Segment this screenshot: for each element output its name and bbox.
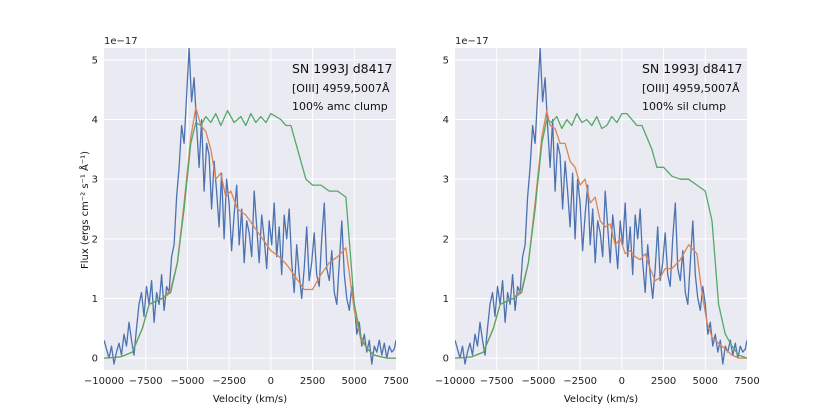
left-series — [104, 48, 396, 365]
right-annotation-line: [OIII] 4959,5007Å — [642, 82, 740, 95]
right-xtick-label: −2500 — [563, 376, 597, 387]
right-xtick-label: 0 — [619, 376, 625, 387]
left-scale-label: 1e−17 — [104, 36, 138, 47]
right-scale-label: 1e−17 — [455, 36, 489, 47]
right-xtick-label: −5000 — [522, 376, 556, 387]
right-xtick-label: 2500 — [651, 376, 676, 387]
left-xtick-label: 0 — [268, 376, 274, 387]
right-panel: −10000 −7500 −5000 −2500 0 2500 5000 7500 0 1 2 3 4 5… — [435, 36, 760, 405]
left-xtick-label: −7500 — [129, 376, 163, 387]
right-ytick-label: 5 — [443, 55, 449, 66]
right-annotation-clump: 100% sil clump — [642, 100, 726, 113]
right-ytick-label: 3 — [443, 175, 449, 186]
left-annotation-clump: 100% amc clump — [292, 100, 388, 113]
left-panel: −10000 −7500 −5000 −2500 0 2500 5000 7500 0 1 2 3 4 5… — [78, 36, 409, 405]
left-ylabel: Flux (ergs cm⁻² s⁻¹ Å⁻¹) — [78, 151, 91, 269]
left-xtick-label: −10000 — [84, 376, 124, 387]
right-xlabel: Velocity (km/s) — [564, 394, 638, 405]
left-annotation-line: [OIII] 4959,5007Å — [292, 82, 390, 95]
left-series-observed — [104, 48, 396, 365]
left-xtick-label: 7500 — [383, 376, 408, 387]
right-ytick-label: 2 — [443, 234, 449, 245]
right-xtick-label: −10000 — [435, 376, 475, 387]
right-series — [455, 48, 747, 365]
left-xtick-label: −5000 — [171, 376, 205, 387]
left-ytick-label: 3 — [92, 175, 98, 186]
right-ytick-label: 4 — [443, 115, 449, 126]
left-annotation-title: SN 1993J d8417 — [292, 61, 392, 76]
right-ytick-label: 1 — [443, 294, 449, 305]
right-tick-labels: −10000 −7500 −5000 −2500 0 2500 5000 7500 0 1 2 3 4 5 — [435, 55, 760, 387]
left-series-model-extended — [104, 109, 396, 359]
right-xtick-label: −7500 — [480, 376, 514, 387]
left-xlabel: Velocity (km/s) — [213, 394, 287, 405]
right-plot-background — [455, 48, 747, 370]
left-ytick-label: 1 — [92, 294, 98, 305]
left-ytick-label: 5 — [92, 55, 98, 66]
left-xtick-label: 2500 — [300, 376, 325, 387]
right-annotation-title: SN 1993J d8417 — [642, 61, 742, 76]
left-xtick-label: 5000 — [342, 376, 367, 387]
left-tick-labels: −10000 −7500 −5000 −2500 0 2500 5000 7500 0 1 2 3 4 5 — [84, 55, 409, 387]
left-ytick-label: 0 — [92, 354, 98, 365]
left-ytick-label: 2 — [92, 234, 98, 245]
left-plot-background — [104, 48, 396, 370]
right-xtick-label: 5000 — [693, 376, 718, 387]
left-xtick-label: −2500 — [212, 376, 246, 387]
right-ytick-label: 0 — [443, 354, 449, 365]
right-series-observed — [455, 48, 747, 365]
right-series-model-extended — [455, 112, 747, 359]
left-ytick-label: 4 — [92, 115, 98, 126]
right-xtick-label: 7500 — [734, 376, 759, 387]
right-gridlines — [455, 48, 747, 370]
